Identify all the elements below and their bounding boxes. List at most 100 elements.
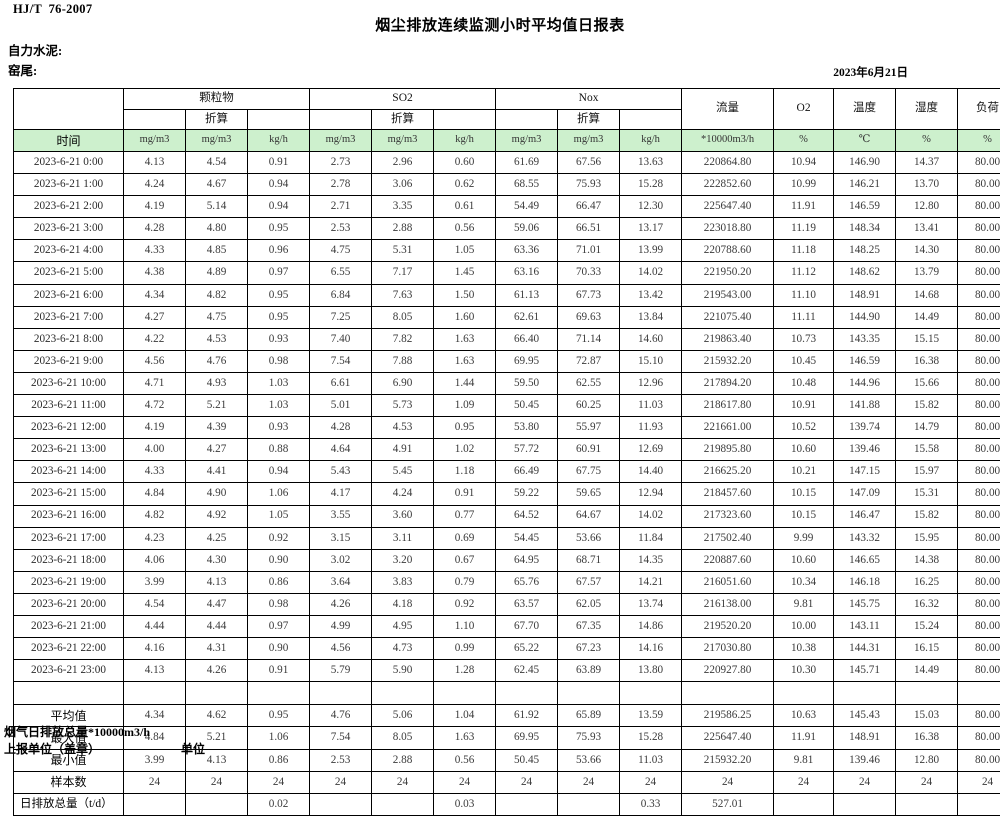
table-cell: 2.53 — [310, 218, 372, 240]
table-cell: 4.75 — [186, 306, 248, 328]
table-cell: 11.93 — [620, 417, 682, 439]
cell-timestamp: 2023-6-21 12:00 — [14, 417, 124, 439]
table-cell — [372, 794, 434, 816]
table-cell: 15.66 — [896, 372, 958, 394]
table-cell: 4.06 — [124, 549, 186, 571]
table-cell: 80.00 — [958, 483, 1000, 505]
sub-cell-pm-converted: 折算 — [186, 110, 248, 130]
table-cell: 65.76 — [496, 571, 558, 593]
table-cell: 143.11 — [834, 615, 896, 637]
table-cell: 14.30 — [896, 240, 958, 262]
table-cell: 80.00 — [958, 505, 1000, 527]
table-cell: 4.75 — [310, 240, 372, 262]
table-cell: 24 — [248, 771, 310, 793]
table-cell: 80.00 — [958, 461, 1000, 483]
table-cell: 4.18 — [372, 593, 434, 615]
table-cell: 80.00 — [958, 174, 1000, 196]
unit-cell-time: 时间 — [14, 130, 124, 152]
table-cell: 69.95 — [496, 727, 558, 749]
unit-cell-13: % — [896, 130, 958, 152]
table-cell: 4.80 — [186, 218, 248, 240]
table-cell: 7.63 — [372, 284, 434, 306]
table-cell: 2.96 — [372, 152, 434, 174]
table-cell: 75.93 — [558, 727, 620, 749]
unit-cell-8: mg/m3 — [558, 130, 620, 152]
table-cell: 4.23 — [124, 527, 186, 549]
table-cell: 4.71 — [124, 372, 186, 394]
table-cell: 10.60 — [774, 439, 834, 461]
cell-total-label: 日排放总量（t/d） — [14, 794, 124, 816]
table-cell: 7.17 — [372, 262, 434, 284]
table-cell: 219863.40 — [682, 328, 774, 350]
table-cell: 4.31 — [186, 638, 248, 660]
table-cell: 0.93 — [248, 417, 310, 439]
table-cell: 67.70 — [496, 615, 558, 637]
cell-timestamp: 2023-6-21 1:00 — [14, 174, 124, 196]
table-cell: 50.45 — [496, 395, 558, 417]
table-cell: 0.90 — [248, 638, 310, 660]
table-cell: 7.88 — [372, 350, 434, 372]
table-cell: 3.83 — [372, 571, 434, 593]
cell-timestamp: 2023-6-21 10:00 — [14, 372, 124, 394]
footer-reporting-unit: 上报单位（盖章） — [4, 740, 100, 757]
table-cell: 148.25 — [834, 240, 896, 262]
unit-cell-3: kg/h — [248, 130, 310, 152]
sub-cell-so2-converted: 折算 — [372, 110, 434, 130]
table-cell: 66.40 — [496, 328, 558, 350]
table-cell: 10.60 — [774, 549, 834, 571]
table-cell: 80.00 — [958, 372, 1000, 394]
cell-timestamp: 2023-6-21 22:00 — [14, 638, 124, 660]
table-cell: 15.03 — [896, 705, 958, 727]
table-cell: 146.90 — [834, 152, 896, 174]
table-cell: 11.03 — [620, 395, 682, 417]
table-cell: 1.03 — [248, 372, 310, 394]
table-cell: 221075.40 — [682, 306, 774, 328]
table-cell: 4.73 — [372, 638, 434, 660]
table-cell: 67.35 — [558, 615, 620, 637]
table-cell: 10.99 — [774, 174, 834, 196]
table-cell: 11.19 — [774, 218, 834, 240]
table-cell: 4.26 — [310, 593, 372, 615]
cell-timestamp: 2023-6-21 9:00 — [14, 350, 124, 372]
table-cell: 80.00 — [958, 727, 1000, 749]
table-cell: 10.63 — [774, 705, 834, 727]
table-cell: 24 — [958, 771, 1000, 793]
table-cell: 3.06 — [372, 174, 434, 196]
table-cell: 24 — [834, 771, 896, 793]
table-cell — [310, 794, 372, 816]
table-cell: 225647.40 — [682, 727, 774, 749]
table-cell: 24 — [434, 771, 496, 793]
table-cell: 146.47 — [834, 505, 896, 527]
table-cell: 54.45 — [496, 527, 558, 549]
table-cell: 1.06 — [248, 483, 310, 505]
table-cell: 4.25 — [186, 527, 248, 549]
table-cell: 143.32 — [834, 527, 896, 549]
table-cell: 0.91 — [248, 660, 310, 682]
table-cell: 14.38 — [896, 549, 958, 571]
table-cell: 66.51 — [558, 218, 620, 240]
table-cell: 4.00 — [124, 439, 186, 461]
table-cell: 67.75 — [558, 461, 620, 483]
table-cell: 4.72 — [124, 395, 186, 417]
spacer-cell — [310, 682, 372, 705]
sub-cell-pm-rate — [248, 110, 310, 130]
table-cell: 4.44 — [124, 615, 186, 637]
spacer-cell — [558, 682, 620, 705]
table-cell: 14.49 — [896, 660, 958, 682]
table-cell: 146.59 — [834, 196, 896, 218]
table-cell: 4.82 — [124, 505, 186, 527]
table-cell: 4.24 — [124, 174, 186, 196]
table-cell: 5.45 — [372, 461, 434, 483]
table-cell: 0.69 — [434, 527, 496, 549]
table-cell: 13.70 — [896, 174, 958, 196]
group-cell-flow: 流量 — [682, 89, 774, 130]
table-cell: 80.00 — [958, 196, 1000, 218]
table-cell: 11.91 — [774, 196, 834, 218]
table-cell: 0.86 — [248, 749, 310, 771]
table-cell: 80.00 — [958, 350, 1000, 372]
table-cell: 66.49 — [496, 461, 558, 483]
unit-cell-5: mg/m3 — [372, 130, 434, 152]
